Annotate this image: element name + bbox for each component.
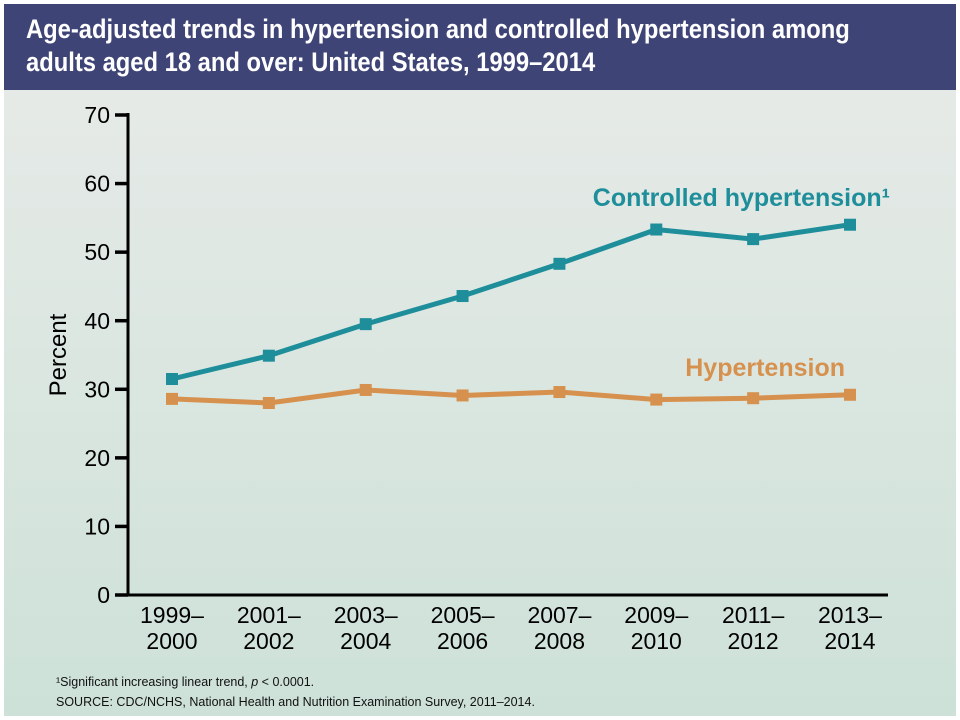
footnotes: ¹Significant increasing linear trend, p … — [4, 656, 956, 716]
series-marker-1 — [553, 386, 566, 399]
series-marker-0 — [650, 223, 663, 236]
y-tick-label: 10 — [84, 513, 110, 539]
series-marker-1 — [650, 393, 663, 406]
x-tick-label: 2011– 2012 — [722, 602, 784, 654]
y-tick-label: 40 — [84, 308, 110, 334]
series-marker-0 — [456, 290, 469, 303]
series-marker-1 — [359, 383, 372, 396]
figure-body: Age-adjusted trends in hypertension and … — [4, 4, 956, 716]
y-tick-label: 20 — [84, 445, 110, 471]
x-tick-label: 2009– 2010 — [624, 602, 688, 654]
series-marker-1 — [844, 388, 856, 401]
y-tick-label: 60 — [84, 171, 110, 197]
series-label-0: Controlled hypertension¹ — [593, 184, 890, 212]
x-tick-label: 2007– 2008 — [527, 602, 591, 654]
series-marker-0 — [844, 218, 856, 231]
footnote-text: ¹Significant increasing linear trend, — [56, 675, 252, 689]
series-marker-1 — [166, 392, 178, 405]
chart-area: 0 10 20 30 40 50 60 70 1999– 2000 2001– 2002 2003– 20… — [4, 90, 956, 656]
chart-title-line1: Age-adjusted trends in hypertension and … — [26, 14, 850, 44]
series-marker-1 — [262, 397, 275, 409]
title-bar: Age-adjusted trends in hypertension and … — [4, 4, 956, 90]
x-tick-label: 2005– 2006 — [431, 602, 495, 654]
x-tick-label: 2013– 2014 — [818, 602, 882, 654]
chart-title-line2: adults aged 18 and over: United States, … — [26, 47, 596, 77]
y-axis-title: Percent — [45, 313, 72, 396]
series-marker-1 — [747, 392, 760, 405]
x-tick-label: 2003– 2004 — [334, 602, 398, 654]
y-tick-label: 30 — [84, 376, 110, 402]
x-tick-label: 1999– 2000 — [140, 602, 204, 654]
y-tick-label: 0 — [97, 582, 110, 608]
series-marker-1 — [456, 389, 469, 402]
x-tick-label: 2001– 2002 — [237, 602, 301, 654]
series-marker-0 — [553, 257, 566, 270]
series-marker-0 — [166, 373, 178, 385]
trend-line-chart: 0 10 20 30 40 50 60 70 1999– 2000 2001– 2002 2003– 20… — [45, 102, 890, 654]
series-line-1 — [171, 387, 851, 406]
y-tick-label: 50 — [84, 239, 110, 265]
footnote-p: p — [251, 675, 259, 689]
series-marker-0 — [262, 349, 275, 362]
footnote-source: SOURCE: CDC/NCHS, National Health and Nu… — [56, 695, 535, 709]
footnote-text-suffix: < 0.0001. — [258, 675, 315, 689]
y-tick-label: 70 — [84, 102, 110, 128]
series-marker-0 — [359, 318, 372, 331]
series-marker-0 — [747, 233, 760, 246]
series-line-0 — [171, 222, 851, 382]
series-label-1: Hypertension — [685, 354, 845, 382]
footnote-significance: ¹Significant increasing linear trend, p … — [56, 672, 956, 692]
